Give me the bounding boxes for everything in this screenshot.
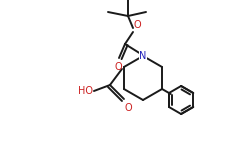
Text: O: O — [114, 62, 122, 72]
Text: N: N — [139, 51, 147, 61]
Text: O: O — [125, 103, 132, 113]
Text: HO: HO — [78, 86, 93, 96]
Text: O: O — [134, 20, 141, 30]
